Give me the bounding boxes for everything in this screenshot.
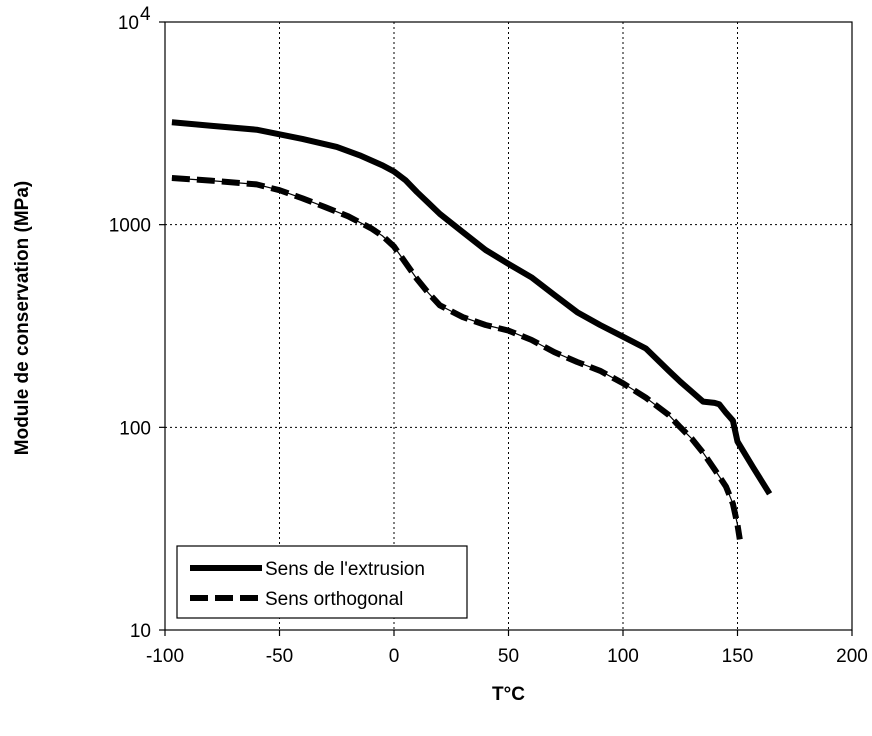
grid-lines	[165, 22, 852, 630]
legend: Sens de l'extrusion Sens orthogonal	[176, 545, 468, 619]
x-tick-label: 0	[389, 646, 400, 667]
x-tick-label: 200	[836, 646, 868, 667]
y-tick-label: 10	[130, 621, 151, 642]
y-tick-label: 10	[118, 13, 139, 34]
x-tick-label: -50	[266, 646, 293, 667]
legend-label-orthogonal: Sens orthogonal	[265, 589, 403, 610]
series-line-orthogonal	[171, 175, 743, 540]
x-axis-title: T°C	[492, 684, 525, 705]
series-line-extrusion	[171, 119, 773, 496]
y-tick-label: 1000	[109, 216, 151, 237]
x-tick-label: 50	[498, 646, 519, 667]
y-tick-label: 100	[119, 418, 151, 439]
x-tick-label: 100	[607, 646, 639, 667]
y-tick-exponent: 4	[140, 4, 151, 25]
x-tick-label: -100	[146, 646, 184, 667]
x-tick-label: 150	[722, 646, 754, 667]
legend-box	[176, 545, 468, 619]
legend-label-extrusion: Sens de l'extrusion	[265, 559, 425, 580]
y-axis-title: Module de conservation (MPa)	[12, 181, 33, 455]
series-group	[171, 119, 773, 540]
